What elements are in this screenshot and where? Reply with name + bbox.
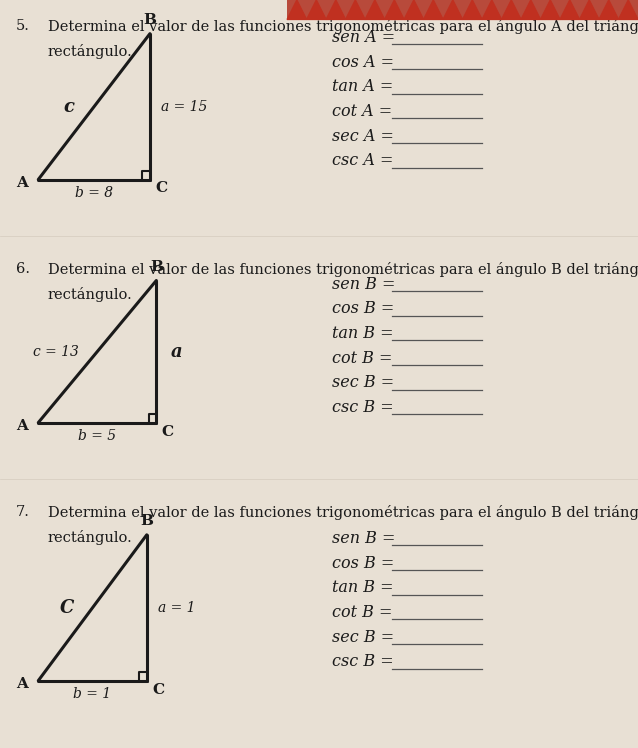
Text: a: a [170,343,182,361]
Text: C: C [152,683,165,696]
Text: A: A [17,177,28,190]
Polygon shape [346,0,365,19]
Polygon shape [463,0,482,19]
Polygon shape [540,0,560,19]
Polygon shape [618,0,638,19]
Text: 5.: 5. [16,19,30,33]
Polygon shape [579,0,599,19]
Text: tan A =: tan A = [332,79,393,95]
Bar [287,0,638,19]
Text: csc B =: csc B = [332,654,394,670]
Polygon shape [482,0,501,19]
Text: csc B =: csc B = [332,399,394,416]
Polygon shape [385,0,404,19]
Text: 7.: 7. [16,505,30,519]
Polygon shape [560,0,579,19]
Polygon shape [501,0,521,19]
Polygon shape [599,0,618,19]
Polygon shape [404,0,424,19]
Text: a = 1: a = 1 [158,601,196,615]
Text: Determina el valor de las funciones trigonométricas para el ángulo A del triángu: Determina el valor de las funciones trig… [48,19,638,34]
Text: sec B =: sec B = [332,375,394,391]
Text: sec A =: sec A = [332,128,394,144]
Text: cos B =: cos B = [332,301,394,317]
Text: cos B =: cos B = [332,555,394,571]
Text: sen A =: sen A = [332,29,395,46]
Text: C: C [60,598,74,617]
Text: rectángulo.: rectángulo. [48,530,133,545]
Polygon shape [443,0,463,19]
Text: a = 15: a = 15 [161,99,208,114]
Text: sen B =: sen B = [332,530,395,547]
Text: tan B =: tan B = [332,580,393,596]
Text: A: A [17,420,28,433]
Text: A: A [17,678,28,691]
Text: tan B =: tan B = [332,325,393,342]
Polygon shape [424,0,443,19]
Text: Determina el valor de las funciones trigonométricas para el ángulo B del triángu: Determina el valor de las funciones trig… [48,505,638,520]
Polygon shape [365,0,385,19]
Text: sen B =: sen B = [332,276,395,292]
Text: c = 13: c = 13 [33,345,78,358]
Text: Determina el valor de las funciones trigonométricas para el ángulo B del triángu: Determina el valor de las funciones trig… [48,262,638,277]
Text: rectángulo.: rectángulo. [48,287,133,302]
Text: cot B =: cot B = [332,350,392,367]
Text: C: C [161,425,174,438]
Text: b = 5: b = 5 [78,429,116,443]
Text: csc A =: csc A = [332,153,393,169]
Text: B: B [150,260,163,274]
Text: sec B =: sec B = [332,629,394,646]
Polygon shape [521,0,540,19]
Polygon shape [307,0,326,19]
Text: cot B =: cot B = [332,604,392,621]
Polygon shape [287,0,307,19]
Polygon shape [326,0,346,19]
Text: rectángulo.: rectángulo. [48,44,133,59]
Text: cos A =: cos A = [332,54,394,70]
Text: b = 1: b = 1 [73,687,112,701]
Text: c: c [63,97,74,116]
Text: b = 8: b = 8 [75,186,113,200]
Text: B: B [144,13,156,27]
Text: C: C [155,182,168,195]
Text: B: B [140,515,153,528]
Text: 6.: 6. [16,262,30,276]
Text: cot A =: cot A = [332,103,392,120]
